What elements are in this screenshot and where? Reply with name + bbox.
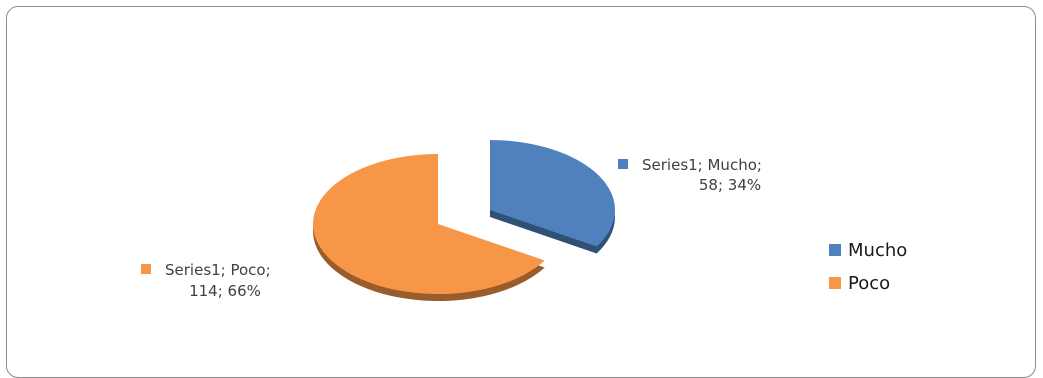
legend: Mucho Poco — [829, 240, 907, 294]
legend-item-poco: Poco — [848, 273, 890, 294]
slice-mucho — [490, 140, 616, 247]
data-label-mucho-line2: 58; 34% — [699, 176, 761, 194]
legend-key-poco — [829, 277, 841, 289]
legend-item-mucho: Mucho — [848, 240, 907, 261]
data-label-key-poco — [141, 264, 151, 274]
slice-poco — [313, 154, 545, 294]
data-label-key-mucho — [618, 159, 628, 169]
data-label-poco-line1: Series1; Poco; — [165, 261, 271, 279]
legend-key-mucho — [829, 244, 841, 256]
data-label-mucho-line1: Series1; Mucho; — [642, 156, 762, 174]
data-label-poco-line2: 114; 66% — [189, 282, 261, 300]
pie-slices — [313, 140, 616, 301]
